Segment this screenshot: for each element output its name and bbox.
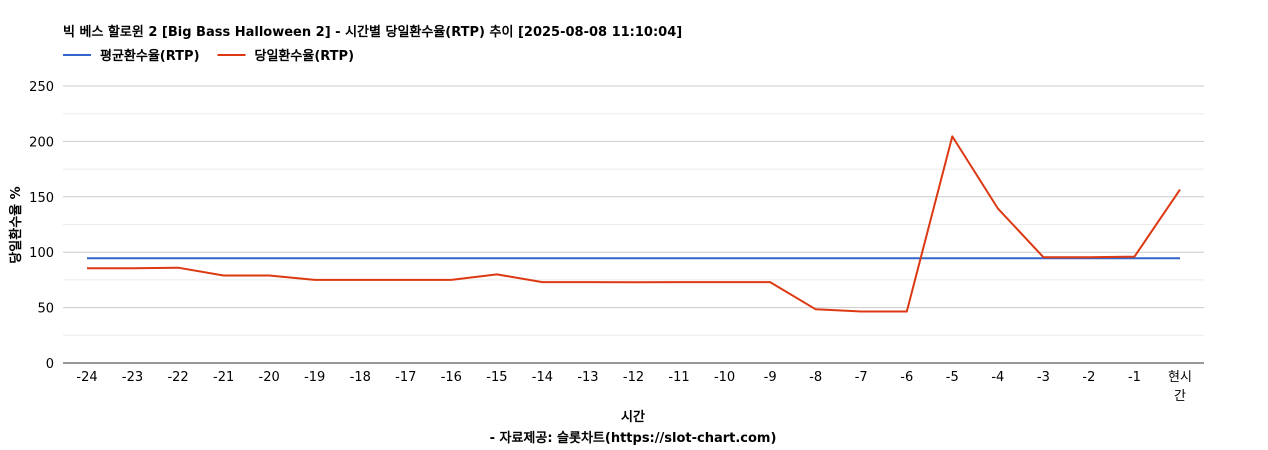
x-tick-label: -4 (991, 370, 1004, 385)
x-tick-label: -23 (122, 370, 143, 385)
legend-label: 평균환수율(RTP) (100, 48, 200, 64)
legend: 평균환수율(RTP) 당일환수율(RTP) (63, 48, 354, 64)
x-tick-label: -1 (1128, 370, 1141, 385)
x-tick-label: -7 (855, 370, 868, 385)
y-tick-label: 150 (29, 191, 54, 206)
x-axis-ticks: -24 -23 -22 -21 -20 -19 -18 -17 -16 -15 -14 -13 -12 -… (76, 370, 1192, 404)
series-line-daily-rtp (87, 135, 1181, 313)
x-tick-label: -17 (395, 370, 416, 385)
x-tick-label: -16 (441, 370, 462, 385)
x-tick-label: -10 (714, 370, 735, 385)
x-tick-label: 현시 간 (1168, 370, 1192, 404)
x-tick-label: -18 (350, 370, 371, 385)
y-tick-label: 100 (29, 246, 54, 261)
x-tick-label: -21 (213, 370, 234, 385)
x-tick-label: -15 (486, 370, 507, 385)
legend-label: 당일환수율(RTP) (255, 48, 355, 64)
x-tick-label: -2 (1082, 370, 1095, 385)
y-tick-label: 250 (29, 80, 54, 95)
x-tick-label: -9 (764, 370, 777, 385)
x-tick-label: -13 (577, 370, 598, 385)
x-tick-label: -24 (76, 370, 97, 385)
y-tick-label: 0 (46, 357, 54, 372)
series-lines (87, 135, 1181, 313)
x-tick-label: -14 (532, 370, 553, 385)
source-credit: - 자료제공: 슬롯차트(https://slot-chart.com) (490, 430, 777, 446)
y-tick-label: 200 (29, 135, 54, 150)
x-tick-label: -8 (809, 370, 822, 385)
x-tick-label: -20 (259, 370, 280, 385)
x-axis-title: 시간 (621, 409, 645, 425)
x-tick-label: -12 (623, 370, 644, 385)
x-tick-label: -5 (946, 370, 959, 385)
x-tick-label: -19 (304, 370, 325, 385)
x-tick-label: -22 (167, 370, 188, 385)
y-axis-title: 당일환수율 % (8, 186, 24, 263)
y-axis-ticks: 0 50 100 150 200 250 (29, 80, 54, 372)
x-tick-label: -6 (900, 370, 913, 385)
grid-lines (63, 85, 1204, 364)
x-tick-label: -11 (668, 370, 689, 385)
chart-title: 빅 베스 할로윈 2 [Big Bass Halloween 2] - 시간별 … (63, 24, 682, 40)
y-tick-label: 50 (37, 302, 54, 317)
x-tick-label: -3 (1037, 370, 1050, 385)
